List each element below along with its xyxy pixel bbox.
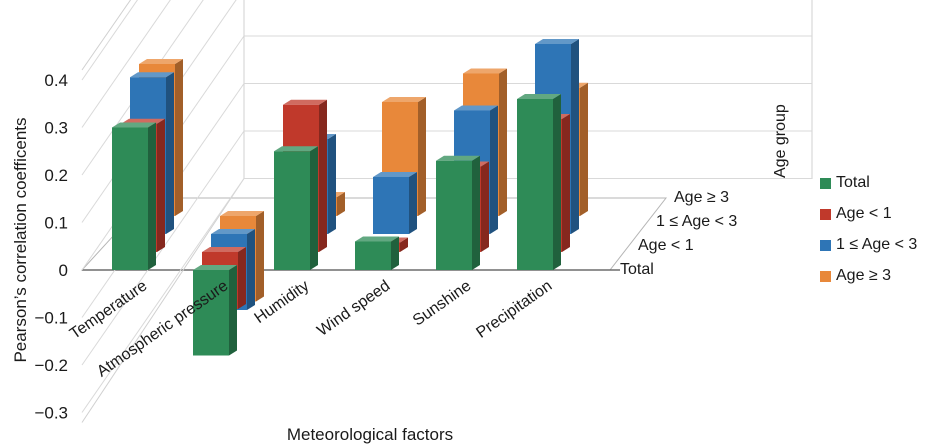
legend-swatch-age-ge-3 (820, 270, 831, 282)
bar-side (562, 114, 570, 252)
bar-side (166, 72, 174, 234)
bar-side (499, 68, 507, 216)
depth-label: 1 ≤ Age < 3 (656, 213, 737, 230)
bar-side (418, 97, 426, 216)
bar-front (436, 160, 472, 270)
legend-item-total: Total (820, 172, 870, 194)
bar-side (481, 161, 489, 252)
bar-side (328, 134, 336, 234)
bar-side (175, 59, 183, 216)
bar-side (319, 99, 327, 252)
bar-top (139, 59, 183, 64)
legend-label-age-ge-3: Age ≥ 3 (836, 267, 892, 284)
bar-front (355, 241, 391, 270)
bar-side (310, 146, 318, 270)
bar-side (580, 82, 588, 216)
bar (436, 155, 480, 270)
bar (517, 94, 561, 270)
bar-top (193, 265, 237, 270)
legend-swatch-age-1-3 (820, 239, 831, 251)
bar-side (148, 122, 156, 270)
bar-top (454, 105, 498, 111)
y-tick-label: 0.2 (44, 166, 68, 185)
bar-front (274, 151, 310, 270)
bar-front (112, 127, 148, 270)
legend-item-age-1-3: 1 ≤ Age < 3 (820, 234, 917, 256)
bar-top (211, 229, 255, 234)
bar-side (247, 229, 255, 310)
gridline-side (81, 0, 204, 176)
legend-label-total: Total (836, 174, 870, 191)
depth-label: Age ≥ 3 (674, 189, 729, 206)
bar-side (229, 265, 237, 356)
bar-side (400, 237, 408, 252)
bar-side (571, 39, 579, 234)
x-axis-label: Meteorological factors (287, 425, 453, 444)
category-label: Wind speed (314, 277, 393, 339)
y-tick-label: −0.3 (34, 404, 68, 423)
bar-top (382, 97, 426, 102)
bar-top (283, 99, 327, 105)
depth-label: Total (620, 261, 654, 278)
legend-item-age-ge-3: Age ≥ 3 (820, 265, 891, 287)
gridline-side (81, 0, 171, 128)
depth-label: Age < 1 (638, 237, 694, 254)
legend-label-age-lt-1: Age < 1 (836, 205, 892, 222)
bar-side (157, 118, 165, 252)
wall-edge-top (81, 0, 132, 71)
bar-top (436, 155, 480, 161)
legend-item-age-lt-1: Age < 1 (820, 203, 892, 225)
bar-top (355, 236, 399, 242)
wall-edge-bottom (81, 178, 245, 423)
y-tick-label: 0.3 (44, 119, 68, 138)
y-tick-label: 0.4 (44, 71, 68, 90)
legend-title: Age group (772, 104, 789, 178)
category-label: Sunshine (410, 277, 474, 329)
gridline-side (81, 178, 245, 413)
bar-front (193, 270, 229, 356)
bars (112, 39, 588, 356)
bar-top (535, 39, 579, 44)
bar-top (112, 122, 156, 128)
bar-top (130, 72, 174, 78)
bar-side (391, 236, 399, 270)
depth-labels: Total Age < 1 1 ≤ Age < 3 Age ≥ 3 (620, 189, 737, 278)
legend-swatch-age-lt-1 (820, 208, 831, 220)
bar (112, 122, 156, 270)
category-label: Precipitation (473, 277, 555, 341)
gridline-side (81, 0, 138, 81)
bar-side (472, 155, 480, 270)
bar-side (409, 172, 417, 234)
y-tick-label: −0.2 (34, 356, 68, 375)
bar-top (373, 172, 417, 177)
bar (373, 172, 417, 234)
bar-top (220, 211, 264, 216)
bar-side (238, 247, 246, 309)
y-axis-label: Pearson’s correlation coefficents (11, 117, 30, 362)
bar (355, 236, 399, 270)
bar-front (373, 177, 409, 234)
y-tick-label: 0.1 (44, 214, 68, 233)
bar (193, 265, 237, 356)
category-label: Temperature (67, 277, 150, 343)
bar-top (202, 247, 246, 252)
bar-top (517, 94, 561, 99)
bar-front (517, 99, 553, 270)
bar (274, 146, 318, 270)
bar-side (256, 211, 264, 302)
bar-side (553, 94, 561, 270)
legend-swatch-total (820, 177, 831, 189)
bar-top (274, 146, 318, 152)
legend-label-age-1-3: 1 ≤ Age < 3 (836, 236, 918, 253)
bar-top (463, 68, 507, 74)
y-tick-label: −0.1 (34, 309, 68, 328)
bar-side (337, 192, 345, 216)
y-tick-labels: 0.4 0.3 0.2 0.1 0 −0.1 −0.2 −0.3 (34, 71, 68, 423)
y-tick-label: 0 (59, 261, 68, 280)
bar-side (490, 105, 498, 234)
